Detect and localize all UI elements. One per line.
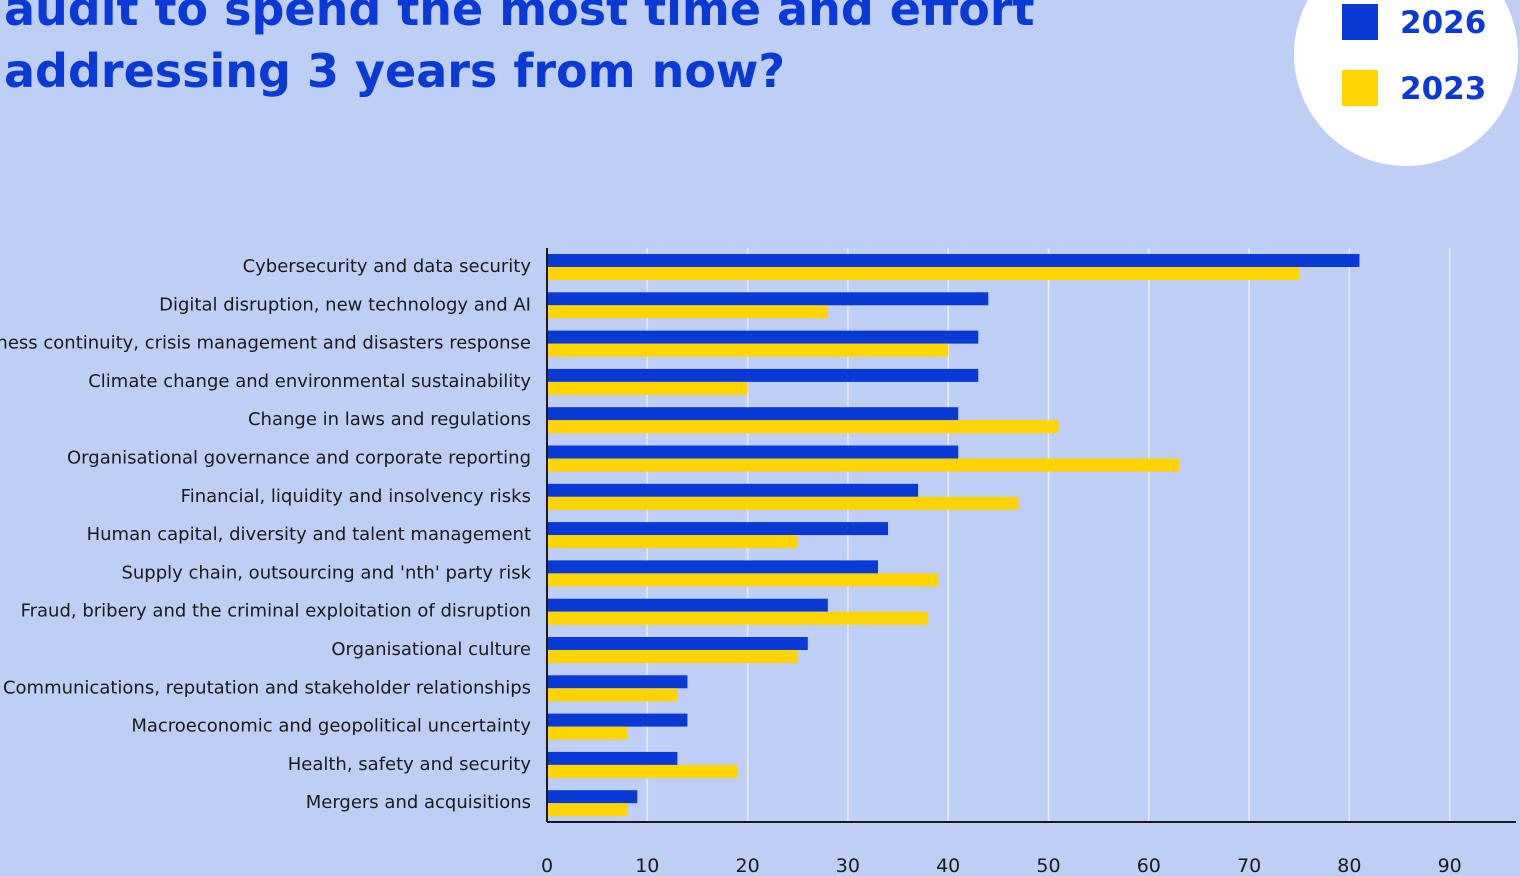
- bar-2026: [547, 445, 959, 459]
- bar-2026: [547, 637, 808, 650]
- bar-2026: [547, 330, 979, 344]
- category-label: Human capital, diversity and talent mana…: [87, 524, 531, 545]
- x-tick-label: 10: [635, 855, 659, 876]
- x-tick-label: 40: [936, 855, 960, 876]
- x-tick-label: 90: [1438, 855, 1462, 876]
- category-label: Organisational culture: [331, 639, 531, 660]
- category-label: Macroeconomic and geopolitical uncertain…: [131, 716, 531, 737]
- category-label: Change in laws and regulations: [248, 409, 531, 430]
- category-label: Organisational governance and corporate …: [67, 448, 531, 469]
- legend-label-2026: 2026: [1400, 5, 1487, 41]
- bar-2026: [547, 407, 959, 421]
- bar-2026: [547, 790, 638, 804]
- category-label: Cybersecurity and data security: [243, 256, 532, 277]
- category-label: Climate change and environmental sustain…: [88, 371, 531, 392]
- bar-2026: [547, 254, 1360, 267]
- legend-label-2023: 2023: [1400, 71, 1487, 107]
- bar-2023: [547, 496, 1019, 510]
- legend-swatch-2023: [1342, 70, 1378, 106]
- bar-2026: [547, 751, 678, 765]
- x-tick-label: 70: [1237, 855, 1261, 876]
- bar-2023: [547, 611, 929, 625]
- category-label: Supply chain, outsourcing and 'nth' part…: [121, 562, 531, 583]
- legend-swatch-2026: [1342, 4, 1378, 40]
- bar-2026: [547, 292, 989, 306]
- bar-2023: [547, 420, 1059, 434]
- bar-2026: [547, 560, 878, 574]
- legend: 2026 2023: [1294, 0, 1518, 166]
- bar-2023: [547, 803, 628, 817]
- bar-2023: [547, 458, 1179, 472]
- bar-2023: [547, 343, 949, 357]
- category-label: Fraud, bribery and the criminal exploita…: [21, 601, 531, 622]
- x-tick-label: 0: [541, 855, 553, 876]
- bar-2026: [547, 675, 688, 689]
- bar-2026: [547, 522, 889, 536]
- bar-2026: [547, 713, 688, 727]
- bar-2023: [547, 764, 738, 778]
- bar-2026: [547, 598, 828, 612]
- chart-title: audit to spend the most time and effort …: [4, 0, 1035, 98]
- bar-2023: [547, 573, 939, 587]
- category-label: Business continuity, crisis management a…: [0, 333, 531, 354]
- bar-2026: [547, 368, 979, 382]
- bar-2023: [547, 650, 798, 663]
- bar-2023: [547, 688, 678, 702]
- bar-2023: [547, 267, 1300, 280]
- category-label: Mergers and acquisitions: [306, 792, 531, 813]
- x-tick-label: 20: [736, 855, 760, 876]
- category-label: Communications, reputation and stakehold…: [3, 677, 531, 698]
- x-tick-label: 80: [1337, 855, 1361, 876]
- category-label: Health, safety and security: [288, 754, 532, 775]
- x-tick-label: 50: [1036, 855, 1060, 876]
- bar-2023: [547, 305, 828, 319]
- x-tick-label: 60: [1137, 855, 1161, 876]
- bar-2026: [547, 483, 919, 497]
- category-label: Digital disruption, new technology and A…: [159, 294, 531, 315]
- x-tick-label: 30: [836, 855, 860, 876]
- bar-2023: [547, 381, 748, 395]
- bar-2023: [547, 726, 628, 740]
- category-label: Financial, liquidity and insolvency risk…: [181, 486, 531, 507]
- bar-2023: [547, 535, 798, 549]
